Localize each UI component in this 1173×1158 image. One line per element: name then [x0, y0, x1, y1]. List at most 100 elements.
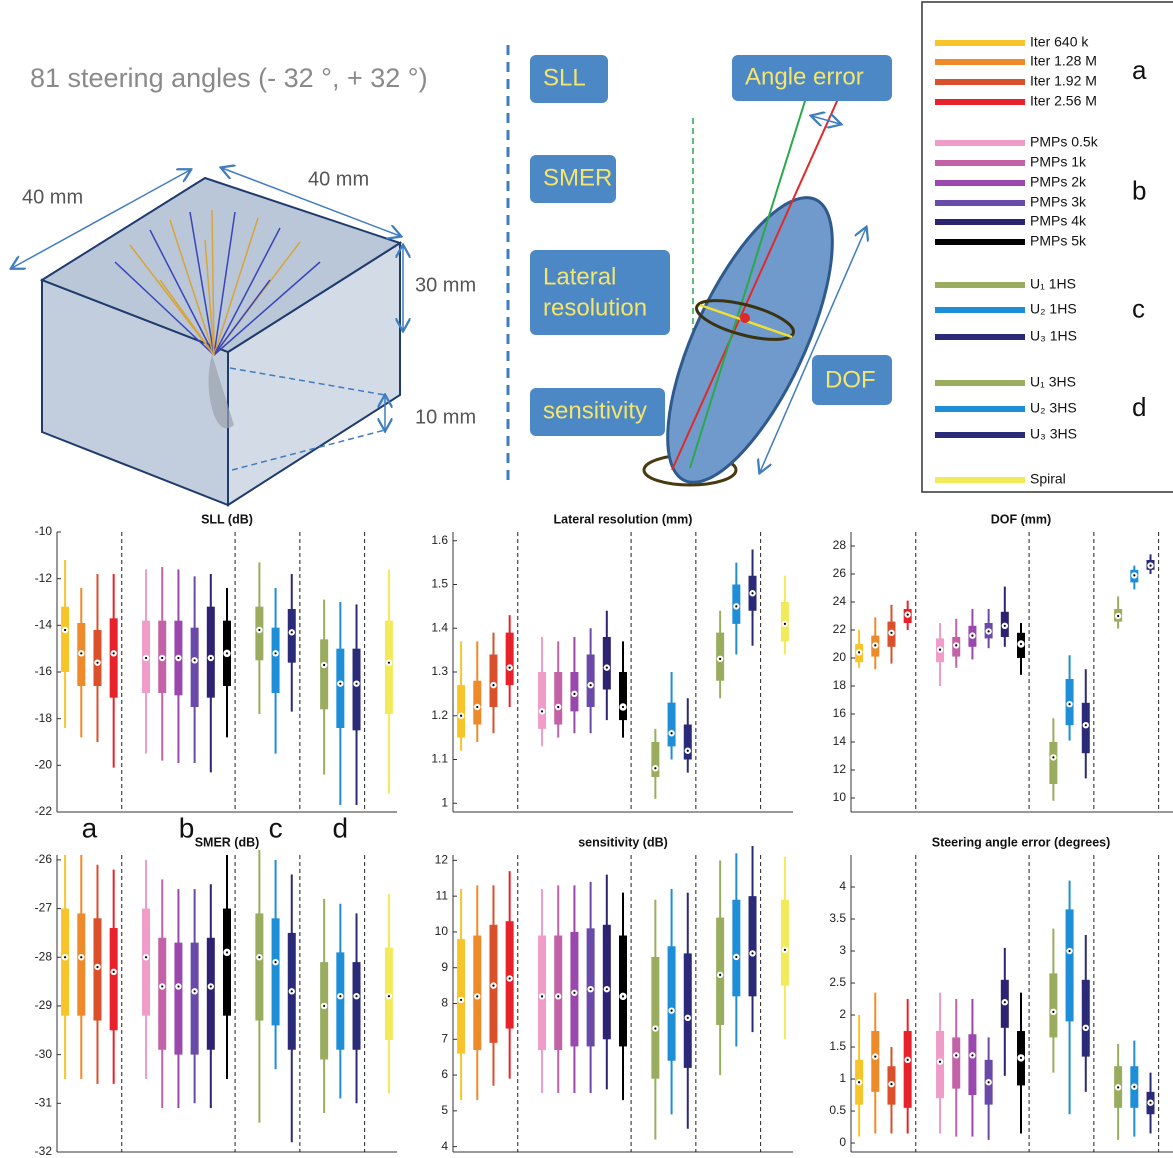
dimension-label: 40 mm — [308, 168, 369, 190]
legend-label: Iter 1.28 M — [1030, 53, 1097, 69]
box — [903, 1031, 912, 1108]
y-tick-label: 1.6 — [431, 533, 448, 547]
metric-tag — [530, 250, 670, 335]
y-tick-label: 2 — [839, 1007, 846, 1021]
legend-group-label: d — [1132, 392, 1146, 422]
median-dot — [938, 648, 942, 651]
box — [320, 962, 329, 1060]
median-dot — [144, 656, 148, 660]
median-dot — [476, 705, 479, 709]
box — [651, 956, 660, 1079]
box — [255, 913, 264, 1021]
box — [505, 632, 514, 686]
median-dot — [96, 965, 99, 969]
group-label: a — [82, 812, 98, 843]
box — [1065, 909, 1074, 1022]
box — [586, 654, 595, 707]
box — [336, 648, 345, 728]
legend-label: PMPs 0.5k — [1030, 134, 1099, 150]
chart-title: Steering angle error (degrees) — [932, 835, 1111, 849]
metric-tag — [732, 55, 892, 101]
figure-title: 81 steering angles (- 32 °, + 32 °) — [30, 63, 428, 93]
median-dot — [955, 1054, 958, 1057]
box — [61, 908, 70, 1016]
y-tick-label: 1.3 — [431, 664, 448, 678]
median-dot — [1117, 1086, 1120, 1089]
box — [109, 928, 118, 1031]
group-label: b — [179, 812, 195, 843]
median-dot — [654, 767, 657, 770]
box — [1081, 979, 1090, 1057]
box — [223, 908, 231, 1016]
metric-tag — [530, 55, 608, 103]
y-tick-label: 22 — [833, 622, 847, 636]
legend-label: Iter 1.92 M — [1030, 73, 1097, 89]
y-tick-label: 7 — [441, 1031, 448, 1045]
median-dot — [193, 659, 196, 662]
box — [651, 742, 660, 777]
box — [538, 935, 547, 1051]
box — [77, 913, 86, 1016]
box — [352, 648, 361, 731]
box — [457, 685, 466, 738]
y-tick-label: 4 — [441, 1139, 448, 1153]
y-tick-label: 10 — [435, 924, 449, 938]
median-dot — [1084, 724, 1087, 727]
median-dot — [177, 656, 180, 660]
median-dot — [112, 970, 115, 973]
median-dot — [735, 605, 738, 608]
y-tick-label: 1 — [839, 1071, 846, 1085]
median-dot — [857, 1081, 861, 1084]
y-tick-label: 26 — [833, 566, 847, 580]
legend-label: Iter 640 k — [1030, 34, 1089, 50]
box — [174, 942, 183, 1055]
median-dot — [735, 955, 738, 959]
median-dot — [80, 956, 83, 959]
metric-tag — [812, 355, 892, 405]
phantom-block — [12, 168, 403, 507]
chart-title: Lateral resolution (mm) — [554, 512, 693, 526]
median-dot — [161, 985, 164, 988]
median-dot — [1068, 703, 1071, 706]
y-tick-label: 16 — [833, 706, 847, 720]
median-dot — [719, 657, 722, 660]
median-dot — [890, 1083, 893, 1086]
y-tick-label: 12 — [435, 853, 449, 867]
metric-label: Angle error — [745, 63, 864, 90]
box — [780, 899, 789, 986]
median-dot — [339, 682, 342, 685]
median-dot — [387, 995, 391, 998]
median-dot — [290, 631, 293, 634]
chart-title: DOF (mm) — [991, 512, 1051, 526]
median-dot — [1052, 756, 1055, 759]
box — [505, 921, 514, 1029]
metric-label: Lateral — [543, 263, 616, 290]
box — [287, 609, 296, 663]
median-dot — [719, 973, 722, 976]
legend-label: PMPs 3k — [1030, 194, 1087, 210]
median-dot — [1149, 1101, 1152, 1104]
box — [871, 1031, 880, 1092]
y-tick-label: -26 — [35, 852, 53, 866]
legend-label: U₁ 3HS — [1030, 374, 1076, 390]
y-tick-label: 14 — [833, 734, 847, 748]
median-dot — [1019, 1056, 1023, 1060]
median-dot — [459, 998, 463, 1002]
median-dot — [1019, 642, 1023, 646]
box — [457, 939, 466, 1054]
box — [602, 924, 611, 1040]
median-dot — [589, 988, 592, 991]
box — [1049, 742, 1058, 784]
median-dot — [621, 705, 625, 709]
y-tick-label: 3.5 — [829, 911, 846, 925]
y-tick-label: 18 — [833, 678, 847, 692]
median-dot — [890, 631, 893, 634]
median-dot — [1052, 1010, 1055, 1013]
median-dot — [339, 995, 342, 998]
median-dot — [670, 732, 673, 735]
y-tick-label: 0.5 — [829, 1103, 846, 1117]
median-dot — [783, 622, 787, 625]
box — [683, 953, 692, 1068]
median-dot — [1117, 614, 1120, 618]
box — [748, 896, 757, 997]
